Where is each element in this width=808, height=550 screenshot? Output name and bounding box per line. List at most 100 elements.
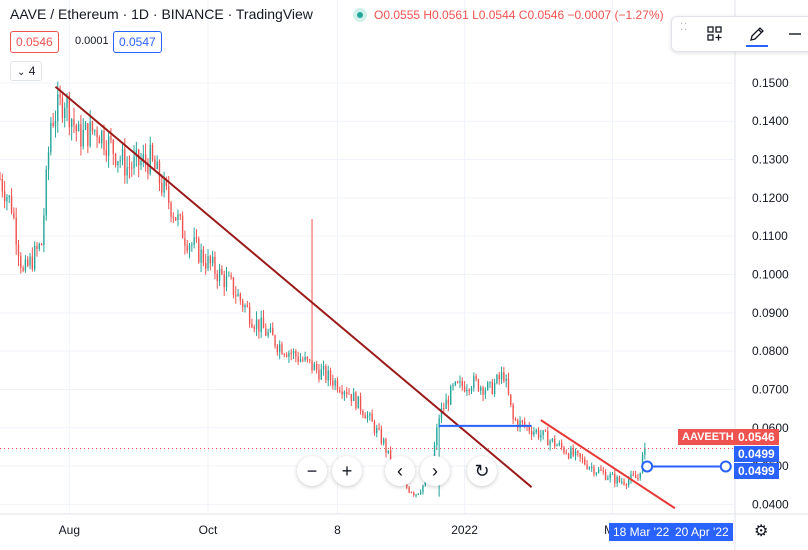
candle-body bbox=[498, 374, 500, 380]
drawing-toolbar: ⁚⁚ bbox=[671, 16, 808, 52]
buy-price-box[interactable]: 0.0547 bbox=[113, 31, 162, 53]
candle-body bbox=[313, 364, 316, 371]
candle-body bbox=[445, 399, 447, 409]
candle-body bbox=[533, 431, 535, 435]
candle-body bbox=[621, 481, 623, 483]
minus-icon bbox=[789, 33, 801, 35]
candle-body bbox=[519, 420, 521, 428]
candle-body bbox=[117, 161, 119, 166]
candle-body bbox=[382, 439, 385, 444]
x-tick-label: 2022 bbox=[451, 523, 478, 537]
market-status-icon bbox=[353, 8, 367, 22]
last-price-label: 0.0546 bbox=[734, 429, 779, 445]
candle-body bbox=[165, 178, 168, 187]
zoom-in-button[interactable]: + bbox=[332, 456, 362, 486]
candle-body bbox=[144, 154, 147, 163]
candle-body bbox=[269, 327, 272, 332]
candle-body bbox=[188, 245, 191, 251]
zoom-out-button[interactable]: − bbox=[297, 456, 327, 486]
candle-body bbox=[503, 372, 505, 381]
x-tick-label: Oct bbox=[199, 523, 218, 537]
candle-body bbox=[31, 256, 34, 270]
candle-body bbox=[1, 178, 4, 192]
candle-body bbox=[350, 393, 353, 401]
candle-body bbox=[43, 215, 45, 246]
candle-body bbox=[161, 183, 163, 193]
candle-body bbox=[602, 470, 604, 472]
candle-body bbox=[272, 327, 274, 336]
candle-body bbox=[265, 328, 267, 336]
candle-body bbox=[216, 273, 218, 281]
candle-body bbox=[297, 356, 299, 362]
candle-body bbox=[20, 256, 22, 269]
candle-body bbox=[387, 450, 389, 453]
candle-body bbox=[221, 268, 223, 275]
candle-body bbox=[572, 448, 574, 456]
candle-body bbox=[436, 427, 438, 446]
candle-body bbox=[410, 492, 413, 494]
candle-body bbox=[489, 381, 491, 383]
candle-body bbox=[625, 484, 628, 486]
candle-body bbox=[262, 317, 265, 329]
trend-line bbox=[540, 419, 676, 510]
candle-body bbox=[198, 238, 200, 263]
candle-body bbox=[443, 408, 445, 410]
candle-body bbox=[110, 136, 112, 140]
candle-body bbox=[597, 469, 600, 473]
layout-add-button[interactable] bbox=[702, 21, 728, 47]
indicators-toggle[interactable]: ⌄ 4 bbox=[10, 61, 43, 81]
candle-body bbox=[170, 202, 172, 217]
candle-body bbox=[454, 381, 457, 385]
candle-body bbox=[584, 458, 586, 465]
candle-body bbox=[309, 359, 311, 361]
candle-body bbox=[237, 293, 239, 297]
candle-body bbox=[463, 386, 466, 392]
symbol-price-label: AAVEETH bbox=[678, 429, 738, 445]
minimize-button[interactable] bbox=[782, 21, 808, 47]
candle-body bbox=[61, 97, 64, 118]
candle-body bbox=[225, 275, 228, 288]
candle-body bbox=[27, 259, 29, 266]
candle-body bbox=[207, 256, 209, 269]
range-end-date-label: 20 Apr '22 bbox=[671, 523, 733, 541]
candle-body bbox=[570, 448, 572, 459]
drag-handle-icon[interactable]: ⁚⁚ bbox=[680, 22, 689, 33]
sell-price-box[interactable]: 0.0546 bbox=[10, 31, 59, 53]
scroll-right-button[interactable]: › bbox=[420, 456, 450, 486]
candle-body bbox=[466, 389, 468, 392]
pencil-icon bbox=[750, 27, 764, 41]
gear-icon[interactable]: ⚙ bbox=[754, 523, 769, 540]
candle-body bbox=[124, 149, 126, 176]
candle-body bbox=[389, 450, 392, 465]
candle-body bbox=[491, 381, 494, 394]
candle-body bbox=[3, 191, 6, 202]
candle-body bbox=[632, 474, 634, 476]
candle-body bbox=[593, 466, 595, 475]
candle-body bbox=[362, 410, 364, 416]
draw-button[interactable] bbox=[744, 21, 770, 47]
candle-body bbox=[114, 153, 117, 166]
candle-body bbox=[507, 378, 510, 395]
candle-body bbox=[475, 376, 477, 380]
candle-body bbox=[98, 137, 101, 144]
candle-body bbox=[385, 439, 387, 453]
candle-body bbox=[147, 162, 149, 174]
candle-body bbox=[496, 374, 498, 384]
candle-body bbox=[415, 494, 417, 496]
candle-body bbox=[627, 479, 630, 486]
scroll-left-button[interactable]: ‹ bbox=[385, 456, 415, 486]
reset-chart-button[interactable]: ↻ bbox=[467, 456, 497, 486]
candle-body bbox=[595, 472, 598, 475]
candle-body bbox=[343, 392, 346, 395]
candle-body bbox=[52, 122, 54, 126]
candle-body bbox=[205, 263, 207, 269]
candle-body bbox=[348, 393, 350, 395]
candle-body bbox=[248, 306, 251, 324]
candle-body bbox=[267, 331, 269, 336]
candle-body bbox=[228, 275, 230, 277]
candle-body bbox=[560, 442, 563, 448]
candle-body bbox=[119, 160, 121, 162]
candle-body bbox=[181, 215, 184, 239]
candle-body bbox=[600, 469, 602, 471]
candle-body bbox=[322, 366, 325, 370]
